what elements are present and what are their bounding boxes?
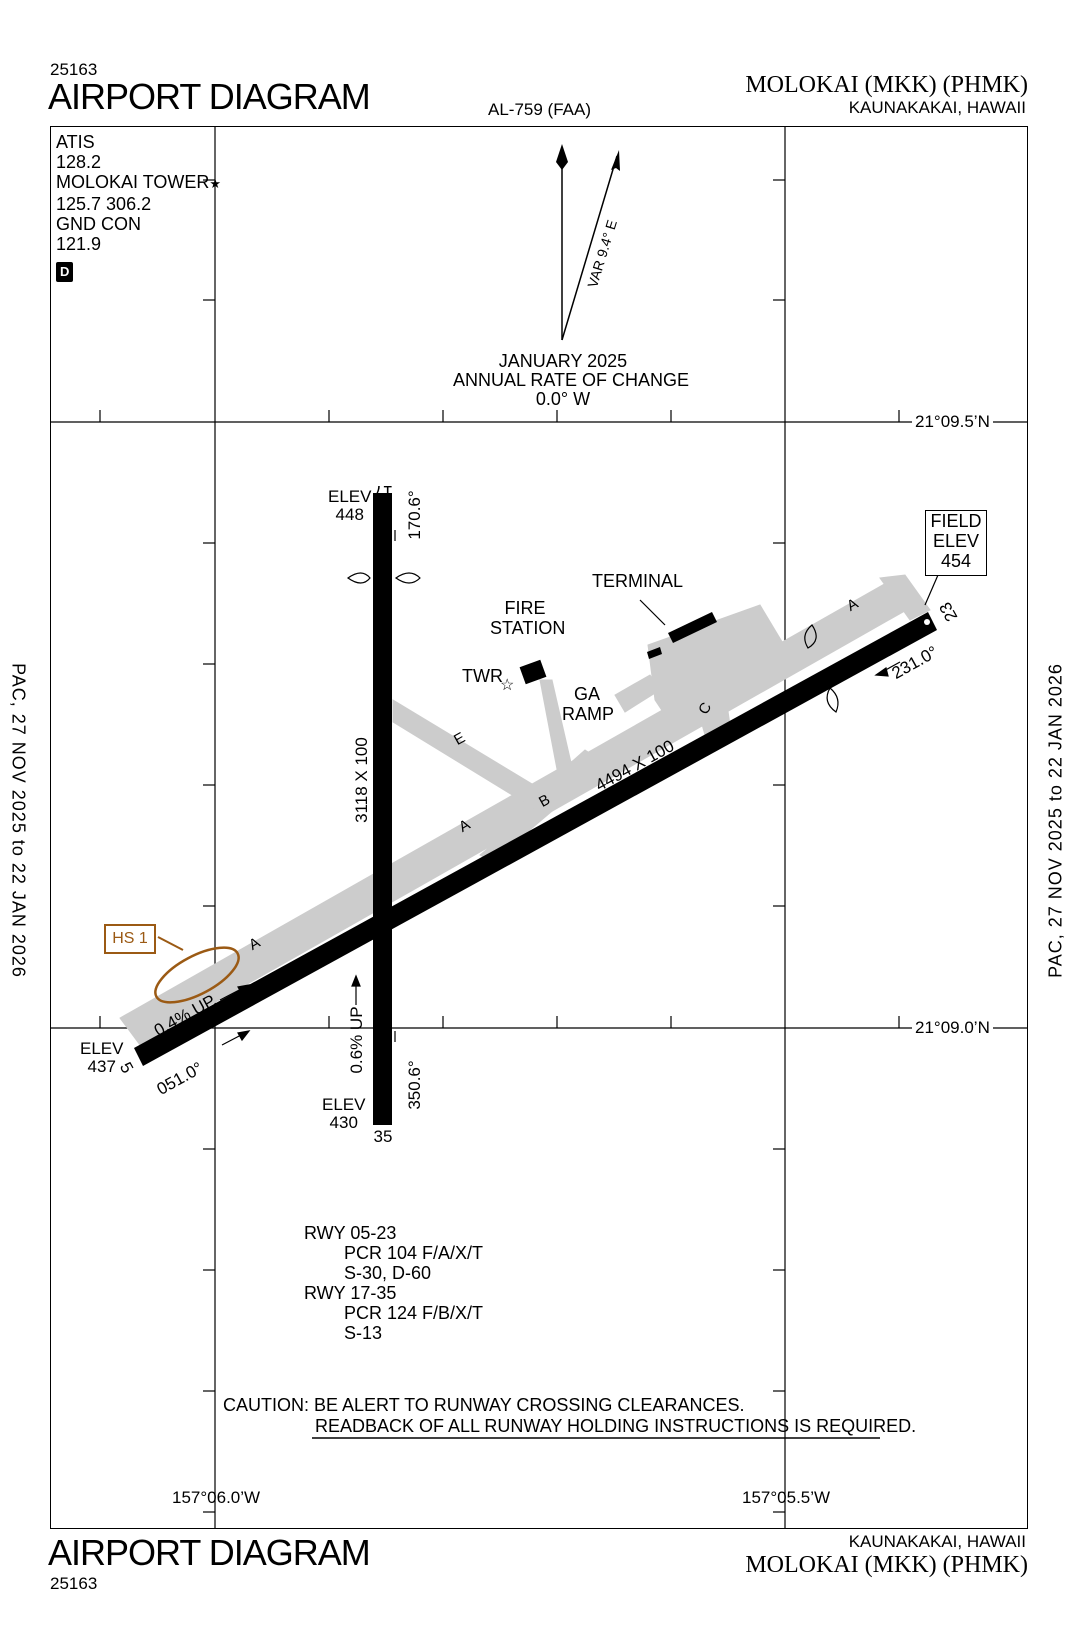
true-north-arrowhead	[556, 144, 568, 170]
elevation-17: ELEV 448	[328, 488, 371, 524]
procedure-id: AL-759 (FAA)	[488, 100, 591, 119]
runway-23-threshold-light	[924, 619, 930, 625]
light-23-bottom	[826, 687, 839, 713]
atis-label: ATIS	[56, 132, 95, 152]
pcr-runway-1: RWY 05-23	[304, 1223, 397, 1243]
taxiways	[119, 574, 931, 1046]
pcr-runway-2-weight: S-13	[344, 1323, 383, 1343]
hot-spot-1-ellipse	[154, 946, 240, 1004]
field-elev-leader	[924, 574, 939, 606]
effective-dates-right: PAC, 27 NOV 2025 to 22 JAN 2026	[1045, 663, 1066, 978]
terminal-label: TERMINAL	[592, 571, 684, 591]
light-17-right	[394, 572, 421, 584]
fire-station-label: FIRE STATION	[490, 598, 566, 638]
chart-number: 25163	[50, 60, 98, 79]
hot-spot-1-badge: HS 1	[104, 924, 156, 954]
heading-170: 170.6°	[405, 490, 424, 539]
magnetic-date: JANUARY 2025	[498, 351, 628, 371]
tower-star-icon: ☆	[500, 677, 514, 694]
magnetic-north-line	[561, 155, 618, 341]
slope-35: 0.6% UP	[347, 1006, 366, 1073]
field-elev-value: 454	[940, 551, 972, 571]
elevation-17-value: 448	[335, 505, 364, 524]
rate-value: 0.0° W	[535, 389, 591, 409]
terminal-leader	[639, 599, 666, 626]
fire-label-line2: STATION	[490, 618, 566, 638]
ga-label-line2: RAMP	[562, 704, 615, 724]
atis-frequency: 128.2	[56, 152, 102, 172]
ground-frequency: 121.9	[56, 234, 102, 254]
taxiway-a-parallel	[119, 577, 911, 1046]
taxiway-a-end	[879, 574, 931, 621]
ga-ramp-label: GA RAMP	[562, 684, 615, 724]
variation-label: VAR 9.4° E	[584, 218, 620, 290]
runway-lights	[346, 572, 839, 713]
heading-051: 051.0°	[154, 1058, 206, 1099]
light-23-top	[804, 624, 817, 649]
elevation-35: ELEV 430	[322, 1096, 365, 1132]
runway-23-number: 23	[936, 599, 962, 625]
runway-17-number: 17	[373, 482, 393, 502]
pcr-runway-2: RWY 17-35	[304, 1283, 397, 1303]
light-17-left	[346, 572, 371, 584]
elevation-5-label: ELEV	[80, 1039, 124, 1058]
lat-lon-grid	[50, 126, 1028, 1529]
tower-label: TWR	[462, 666, 503, 686]
page-title: AIRPORT DIAGRAM	[48, 76, 371, 117]
pcr-runway-1-weight: S-30, D-60	[344, 1263, 432, 1283]
magnetic-info: JANUARY 2025 ANNUAL RATE OF CHANGE 0.0° …	[453, 351, 690, 409]
airspace-class-badge: D	[56, 262, 74, 282]
magnetic-north-arrowhead	[611, 150, 620, 171]
airport-name: MOLOKAI (MKK) (PHMK)	[745, 72, 1028, 98]
fire-label-line1: FIRE	[504, 598, 546, 618]
ga-label-line1: GA	[573, 684, 600, 704]
heading-350: 350.6°	[405, 1060, 424, 1109]
taxiway-e	[392, 699, 553, 813]
pcr-runway-2-value: PCR 124 F/B/X/T	[344, 1303, 484, 1323]
elevation-5-value: 437	[87, 1057, 116, 1076]
north-arrows	[556, 144, 620, 341]
runway-17-35	[373, 493, 392, 1125]
caution-line1: CAUTION: BE ALERT TO RUNWAY CROSSING CLE…	[223, 1395, 745, 1415]
terminal-annex	[647, 647, 662, 659]
caution-line2: READBACK OF ALL RUNWAY HOLDING INSTRUCTI…	[315, 1416, 917, 1436]
ground-label: GND CON	[56, 214, 141, 234]
footer-title: AIRPORT DIAGRAM	[48, 1532, 371, 1573]
dimension-17-35: 3118 X 100	[352, 737, 371, 823]
footer-city-state: KAUNAKAKAI, HAWAII	[848, 1532, 1026, 1551]
runway-35-number: 35	[374, 1127, 393, 1146]
tower-frequency: 125.7 306.2	[56, 194, 152, 214]
pcr-block: RWY 05-23 PCR 104 F/A/X/T S-30, D-60 RWY…	[304, 1223, 483, 1343]
longitude-right: 157°05.5’W	[742, 1488, 831, 1507]
latitude-bottom: 21°09.0’N	[912, 1018, 993, 1038]
comms-block: ATIS 128.2 MOLOKAI TOWER★ 125.7 306.2 GN…	[56, 132, 221, 282]
elevation-17-label: ELEV	[328, 487, 372, 506]
effective-dates-left: PAC, 27 NOV 2025 to 22 JAN 2026	[8, 663, 29, 978]
heading-arrows	[219, 530, 901, 1046]
city-state: KAUNAKAKAI, HAWAII	[848, 98, 1026, 117]
field-elev-line1: FIELD	[930, 511, 982, 531]
field-elevation-box: FIELD ELEV 454	[925, 510, 987, 576]
pcr-runway-1-value: PCR 104 F/A/X/T	[344, 1243, 484, 1263]
latitude-top: 21°09.5’N	[912, 412, 993, 432]
terminal-building	[668, 612, 717, 643]
runway-05-23	[134, 612, 937, 1066]
grid-ticks	[99, 179, 900, 1513]
chart-frame	[50, 126, 1028, 1529]
tower-star-icon: ★	[209, 176, 222, 191]
elevation-35-label: ELEV	[322, 1095, 366, 1114]
footer-chart-number: 25163	[50, 1574, 98, 1593]
footer-airport-name: MOLOKAI (MKK) (PHMK)	[745, 1552, 1028, 1578]
rate-label: ANNUAL RATE OF CHANGE	[453, 370, 690, 390]
hot-spot-1-leader	[157, 936, 184, 951]
field-elev-line2: ELEV	[932, 531, 980, 551]
fire-station-building	[519, 659, 547, 685]
fire-station-ramp	[539, 679, 576, 786]
tower-label: MOLOKAI TOWER	[56, 172, 210, 192]
elevation-5: ELEV 437	[80, 1040, 123, 1076]
elevation-35-value: 430	[329, 1113, 358, 1132]
longitude-left: 157°06.0’W	[172, 1488, 261, 1507]
